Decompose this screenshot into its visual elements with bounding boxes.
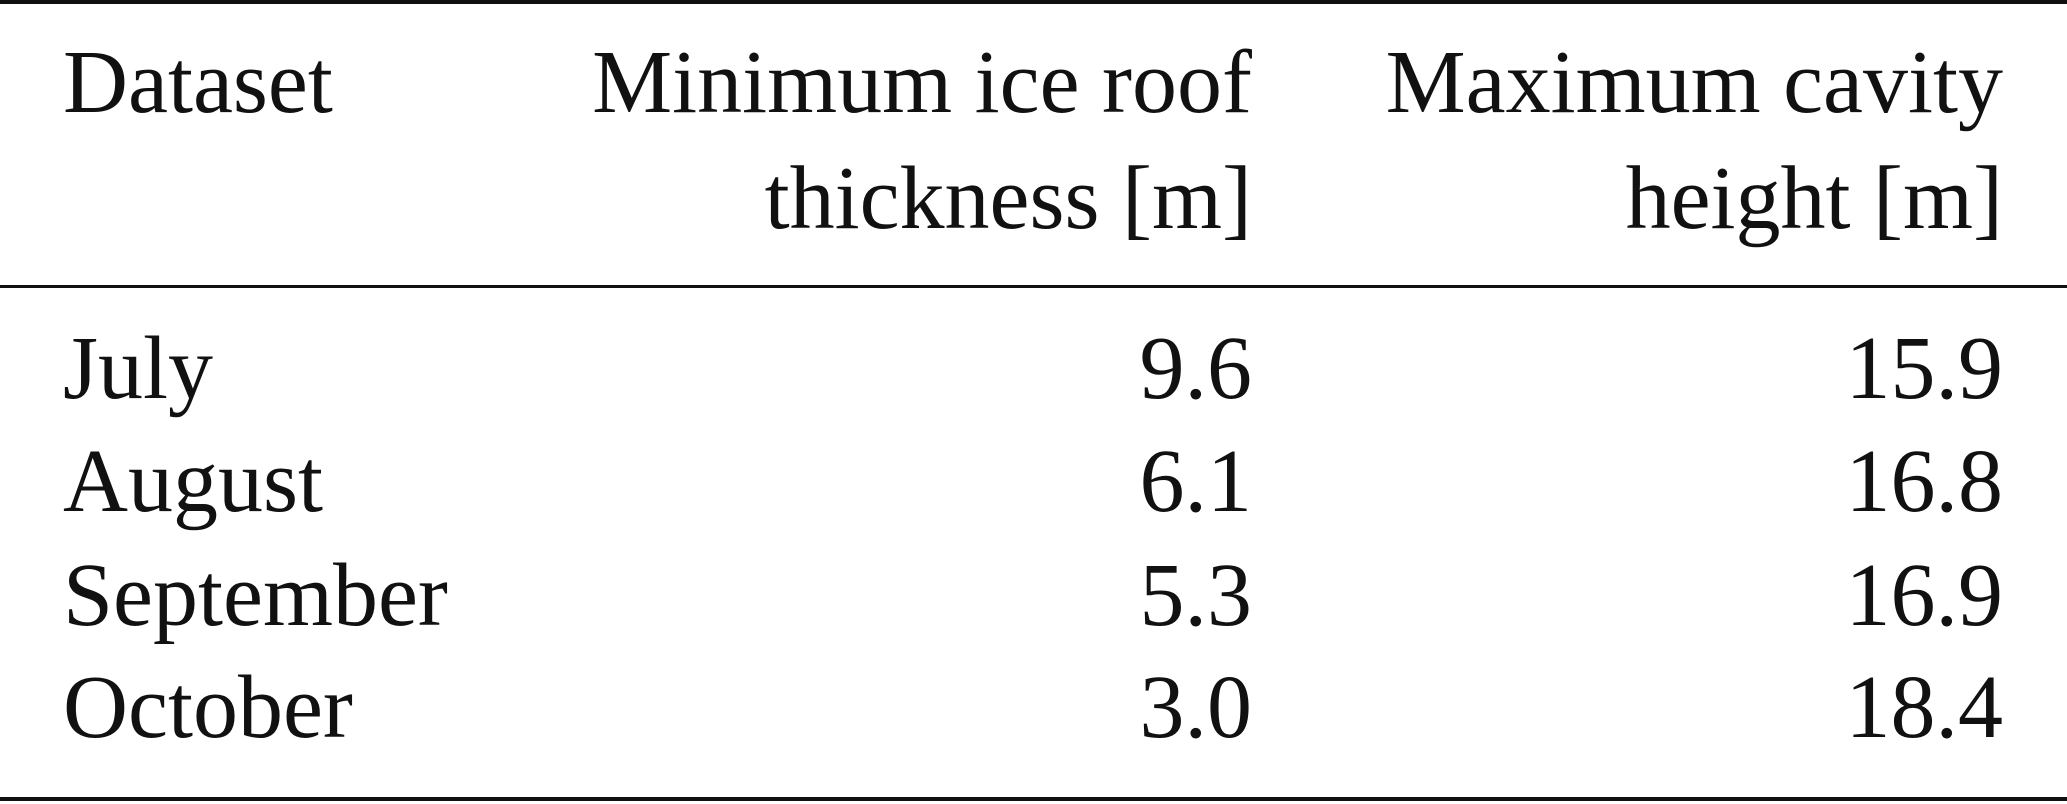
data-cell: 16.9: [1845, 546, 2004, 645]
row-label: October: [63, 658, 353, 757]
data-cell: 15.9: [1845, 319, 2004, 418]
header-cell: height [m]: [1625, 149, 2003, 248]
data-cell: 16.8: [1845, 432, 2004, 531]
row-label: September: [63, 546, 448, 645]
header-cell: thickness [m]: [764, 149, 1252, 248]
data-cell: 18.4: [1845, 658, 2004, 757]
bottom-rule: [0, 797, 2067, 801]
top-rule: [0, 0, 2067, 4]
mid-rule: [0, 285, 2067, 288]
row-label: August: [63, 432, 324, 531]
header-cell: Maximum cavity: [1385, 33, 2003, 132]
data-cell: 5.3: [1139, 546, 1253, 645]
row-label: July: [63, 319, 214, 418]
data-cell: 9.6: [1139, 319, 1253, 418]
header-cell: Dataset: [63, 33, 333, 132]
data-cell: 6.1: [1139, 432, 1253, 531]
header-cell: Minimum ice roof: [592, 33, 1252, 132]
data-cell: 3.0: [1139, 658, 1253, 757]
